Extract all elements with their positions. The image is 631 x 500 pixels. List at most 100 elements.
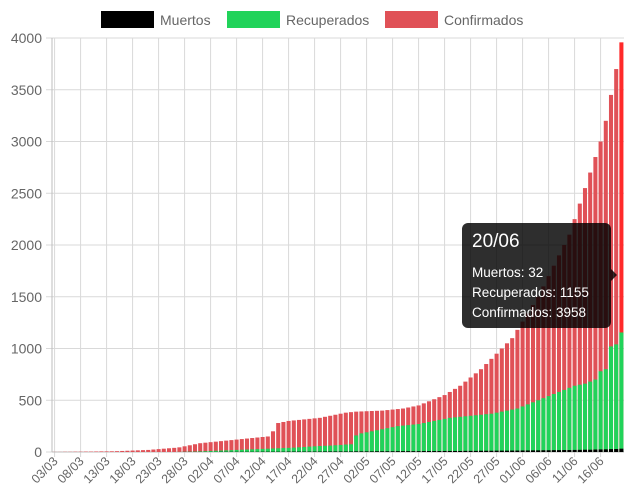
bar-recuperados[interactable] — [452, 417, 458, 452]
bar-recuperados[interactable] — [510, 409, 515, 452]
bar-recuperados[interactable] — [359, 433, 364, 452]
bar-muertos[interactable] — [562, 450, 567, 452]
bar-muertos[interactable] — [593, 449, 598, 452]
bar-muertos[interactable] — [374, 451, 380, 452]
bar-recuperados[interactable] — [494, 412, 499, 452]
bar-confirmados[interactable] — [614, 69, 619, 453]
bar-confirmados[interactable] — [213, 441, 218, 452]
bar-recuperados[interactable] — [224, 450, 229, 452]
bar-muertos[interactable] — [416, 451, 421, 452]
bar-muertos[interactable] — [598, 449, 603, 452]
bar-muertos[interactable] — [473, 450, 478, 452]
bar-muertos[interactable] — [530, 450, 536, 452]
bar-confirmados[interactable] — [348, 412, 354, 452]
bar-muertos[interactable] — [343, 451, 348, 452]
bar-recuperados[interactable] — [546, 396, 551, 452]
bar-recuperados[interactable] — [619, 332, 624, 452]
bar-muertos[interactable] — [494, 450, 499, 452]
bar-recuperados[interactable] — [198, 451, 203, 452]
bar-confirmados[interactable] — [572, 219, 577, 453]
bar-confirmados[interactable] — [525, 313, 530, 452]
bar-recuperados[interactable] — [478, 414, 484, 452]
bar-confirmados[interactable] — [203, 442, 208, 452]
bar-confirmados[interactable] — [494, 353, 499, 452]
bar-recuperados[interactable] — [536, 400, 541, 452]
bar-confirmados[interactable] — [276, 423, 281, 452]
bar-recuperados[interactable] — [447, 417, 452, 452]
legend[interactable]: Muertos Recuperados Confirmados — [101, 11, 523, 28]
bar-muertos[interactable] — [520, 450, 525, 452]
bar-recuperados[interactable] — [504, 410, 510, 452]
bar-confirmados[interactable] — [286, 420, 291, 452]
bar-confirmados[interactable] — [104, 451, 109, 452]
bar-confirmados[interactable] — [281, 421, 286, 452]
bar-recuperados[interactable] — [333, 445, 338, 452]
bar-recuperados[interactable] — [312, 446, 317, 452]
bar-confirmados[interactable] — [260, 436, 265, 452]
bar-confirmados[interactable] — [239, 439, 244, 452]
bar-muertos[interactable] — [603, 449, 608, 452]
bar-confirmados[interactable] — [229, 440, 234, 452]
bar-recuperados[interactable] — [296, 447, 302, 452]
bar-confirmados[interactable] — [468, 377, 473, 452]
bar-muertos[interactable] — [452, 450, 458, 452]
bar-muertos[interactable] — [447, 450, 452, 452]
bar-recuperados[interactable] — [530, 402, 536, 452]
bar-muertos[interactable] — [567, 450, 572, 452]
bar-recuperados[interactable] — [364, 432, 369, 452]
bar-confirmados[interactable] — [140, 450, 146, 452]
bar-confirmados[interactable] — [218, 441, 224, 452]
bar-muertos[interactable] — [468, 450, 473, 452]
bar-confirmados[interactable] — [192, 444, 198, 452]
bar-muertos[interactable] — [369, 451, 374, 452]
bar-muertos[interactable] — [619, 448, 624, 452]
bar-recuperados[interactable] — [556, 391, 562, 452]
bar-muertos[interactable] — [385, 451, 390, 452]
bar-confirmados[interactable] — [338, 413, 343, 452]
bar-confirmados[interactable] — [109, 451, 114, 452]
bar-confirmados[interactable] — [499, 348, 504, 453]
bar-recuperados[interactable] — [276, 448, 281, 452]
bar-muertos[interactable] — [328, 451, 333, 452]
bar-recuperados[interactable] — [520, 406, 525, 452]
bar-recuperados[interactable] — [598, 371, 603, 452]
bar-recuperados[interactable] — [473, 415, 478, 452]
bar-recuperados[interactable] — [525, 404, 530, 452]
bar-muertos[interactable] — [484, 450, 489, 452]
bar-confirmados[interactable] — [291, 420, 296, 452]
bar-muertos[interactable] — [411, 451, 416, 452]
bar-confirmados[interactable] — [270, 431, 276, 452]
bar-confirmados[interactable] — [473, 373, 478, 452]
bar-muertos[interactable] — [458, 450, 463, 452]
bar-recuperados[interactable] — [213, 450, 218, 452]
bar-recuperados[interactable] — [593, 379, 598, 452]
bar-confirmados[interactable] — [307, 418, 312, 452]
bar-confirmados[interactable] — [546, 276, 551, 452]
bar-recuperados[interactable] — [208, 450, 213, 452]
bar-confirmados[interactable] — [146, 449, 151, 452]
bar-muertos[interactable] — [380, 451, 385, 452]
bar-confirmados[interactable] — [333, 414, 338, 452]
bar-muertos[interactable] — [426, 451, 432, 452]
bar-recuperados[interactable] — [281, 448, 286, 452]
bar-recuperados[interactable] — [614, 344, 619, 452]
bar-recuperados[interactable] — [250, 449, 255, 452]
bar-confirmados[interactable] — [551, 265, 556, 452]
bar-recuperados[interactable] — [234, 449, 239, 452]
bar-confirmados[interactable] — [166, 448, 172, 452]
bar-muertos[interactable] — [432, 451, 437, 452]
bar-confirmados[interactable] — [172, 447, 177, 452]
bar-recuperados[interactable] — [432, 420, 437, 452]
bar-recuperados[interactable] — [322, 445, 328, 452]
bar-confirmados[interactable] — [208, 442, 213, 452]
bar-muertos[interactable] — [541, 450, 546, 452]
bar-recuperados[interactable] — [400, 425, 406, 452]
bar-recuperados[interactable] — [567, 387, 572, 452]
bar-recuperados[interactable] — [426, 421, 432, 452]
bar-confirmados[interactable] — [364, 411, 369, 452]
bar-recuperados[interactable] — [265, 448, 270, 452]
bar-muertos[interactable] — [582, 449, 588, 452]
bar-confirmados[interactable] — [359, 411, 364, 452]
bar-recuperados[interactable] — [338, 444, 343, 452]
bar-confirmados[interactable] — [317, 417, 322, 452]
